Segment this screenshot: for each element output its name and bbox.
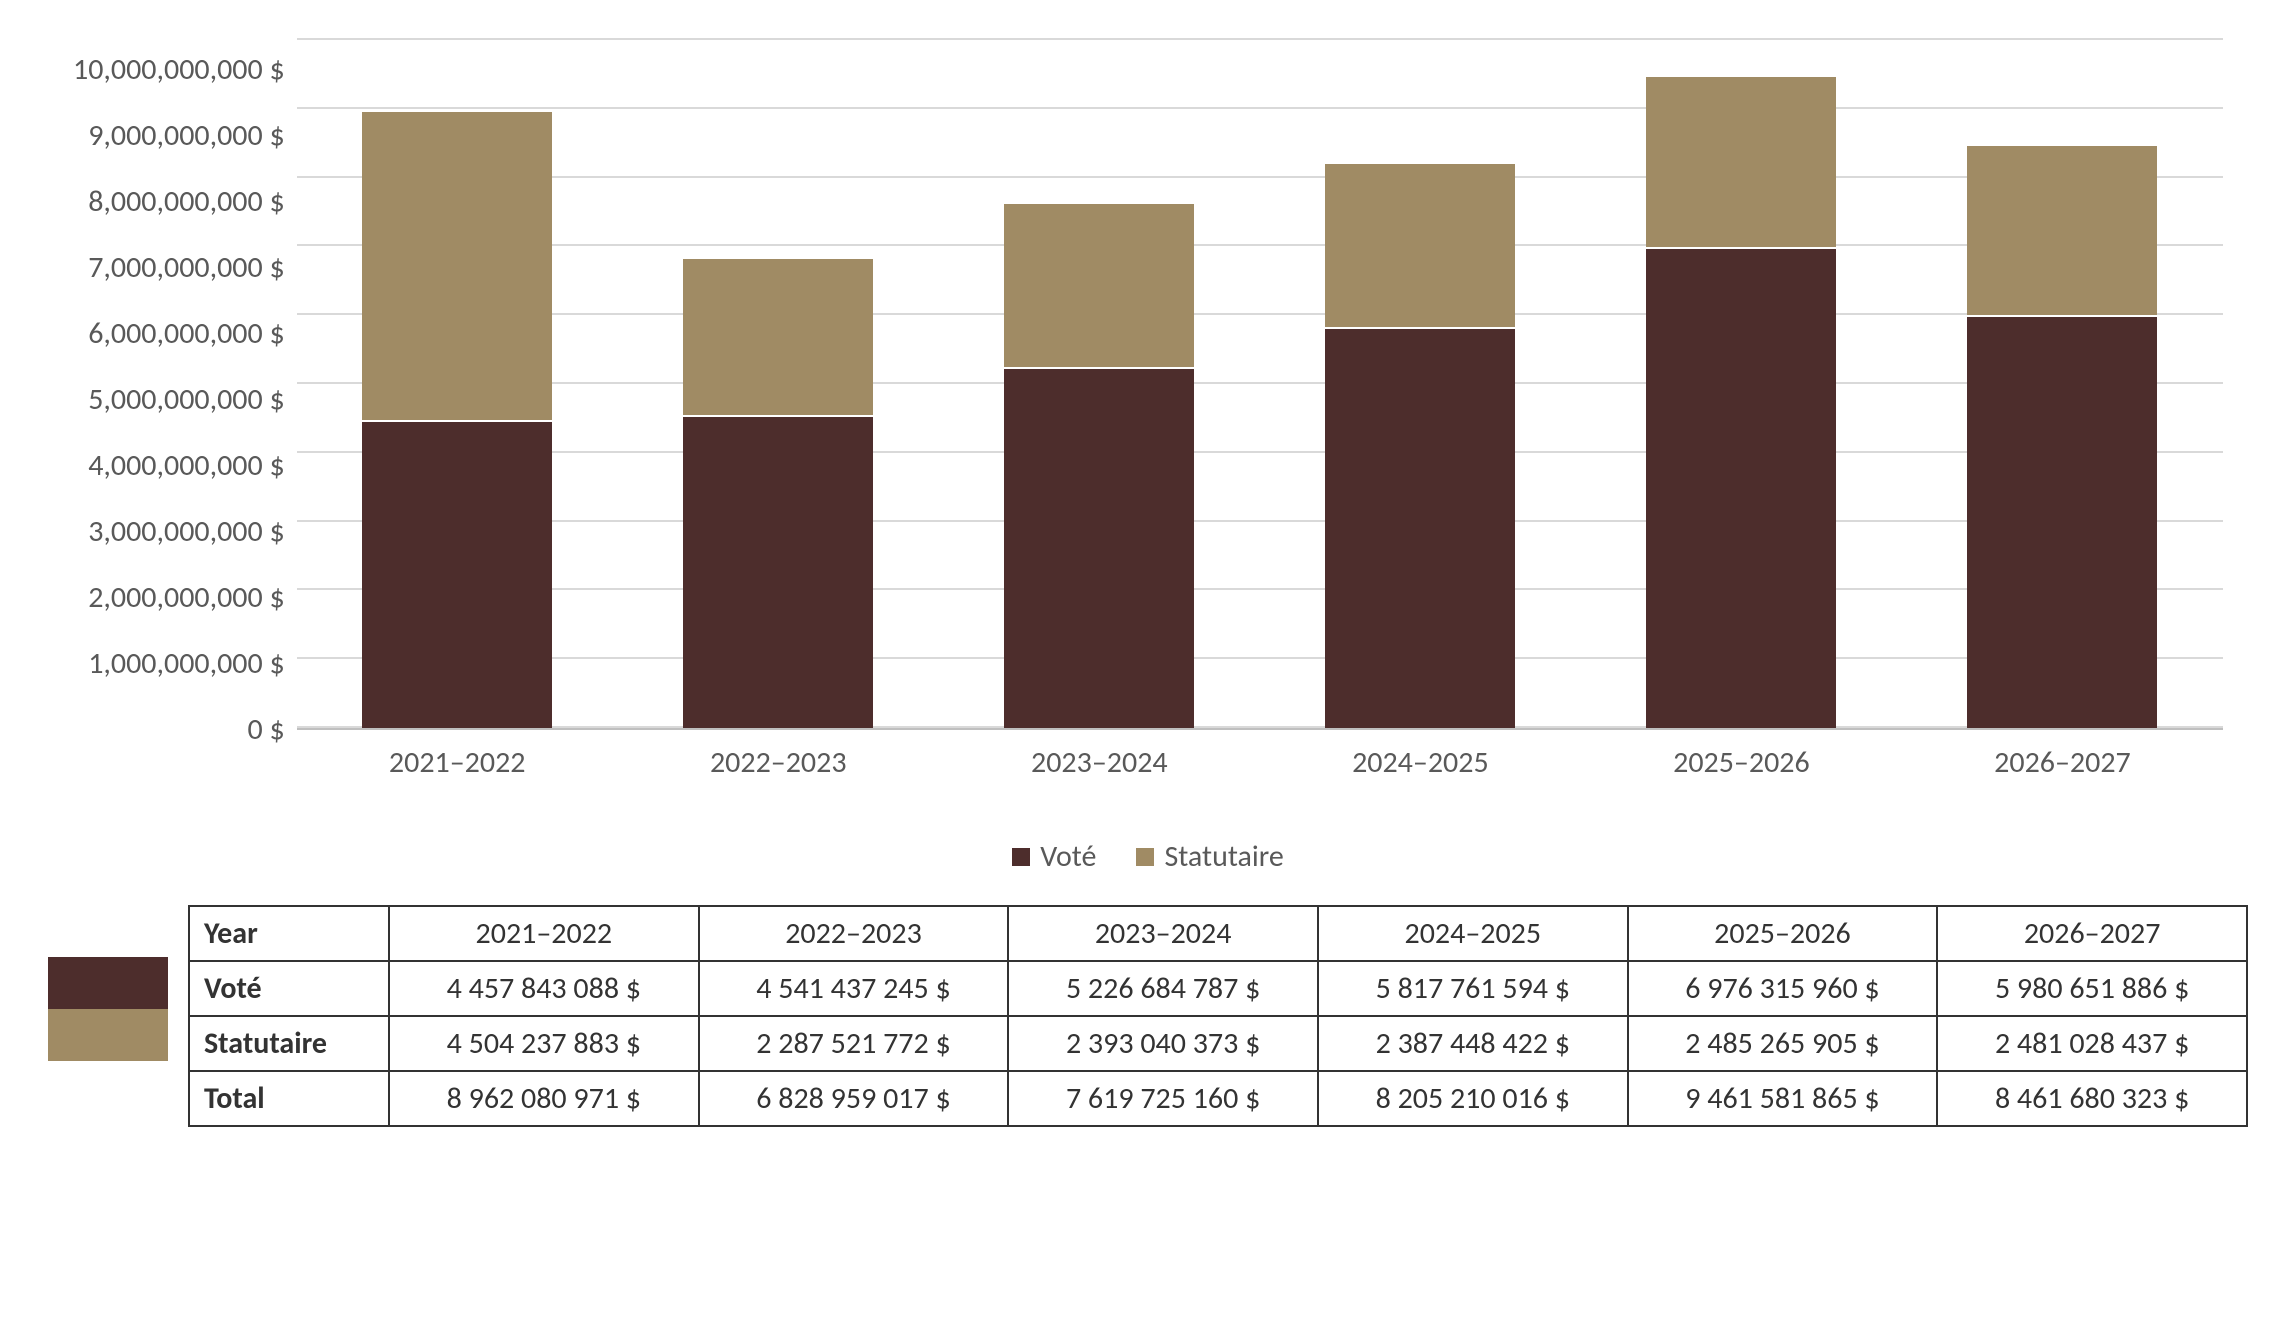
table-cell: 2 287 521 772 $: [699, 1016, 1009, 1071]
table-row: Voté4 457 843 088 $4 541 437 245 $5 226 …: [189, 961, 2247, 1016]
table-cell: 2 485 265 905 $: [1628, 1016, 1938, 1071]
bar-segment: [1004, 202, 1194, 367]
table-column-header: 2022–2023: [699, 906, 1009, 961]
y-axis: 10,000,000,000 $ 9,000,000,000 $ 8,000,000…: [73, 40, 297, 730]
x-tick-label: 2026–2027: [1967, 744, 2157, 781]
bar-segment: [362, 110, 552, 421]
table-column-header: 2025–2026: [1628, 906, 1938, 961]
table-cell: 9 461 581 865 $: [1628, 1071, 1938, 1126]
y-tick-label: 10,000,000,000 $: [73, 55, 285, 85]
table-header-row: Year2021–20222022–20232023–20242024–2025…: [189, 906, 2247, 961]
table-row-label: Statutaire: [189, 1016, 389, 1071]
x-axis: 2021–2022 2022–2023 2023–2024 2024–2025 2025…: [297, 730, 2223, 781]
legend-label: Statutaire: [1164, 838, 1283, 875]
table-cell: 6 828 959 017 $: [699, 1071, 1009, 1126]
row-swatch: [48, 1009, 168, 1061]
chart-area: 10,000,000,000 $ 9,000,000,000 $ 8,000,000…: [73, 40, 2223, 820]
table-cell: 8 461 680 323 $: [1937, 1071, 2247, 1126]
row-swatches: [48, 905, 188, 1127]
table-column-header: 2024–2025: [1318, 906, 1628, 961]
table-row: Statutaire4 504 237 883 $2 287 521 772 $…: [189, 1016, 2247, 1071]
table-cell: 2 387 448 422 $: [1318, 1016, 1628, 1071]
table-header-year: Year: [189, 906, 389, 961]
row-swatch-spacer: [48, 905, 188, 957]
table-cell: 8 962 080 971 $: [389, 1071, 699, 1126]
table-cell: 5 980 651 886 $: [1937, 961, 2247, 1016]
table-cell: 5 817 761 594 $: [1318, 961, 1628, 1016]
bar-segment: [362, 420, 552, 728]
table-cell: 6 976 315 960 $: [1628, 961, 1938, 1016]
legend: Voté Statutaire: [73, 820, 2223, 905]
y-tick-label: 0 $: [248, 715, 285, 745]
bar-group: [362, 110, 552, 728]
bar-segment: [1004, 367, 1194, 728]
table-cell: 4 541 437 245 $: [699, 961, 1009, 1016]
legend-swatch: [1012, 848, 1030, 866]
bar-segment: [683, 415, 873, 728]
bar-group: [683, 257, 873, 728]
bar-group: [1967, 144, 2157, 728]
y-tick-label: 3,000,000,000 $: [88, 517, 285, 547]
table-cell: 2 481 028 437 $: [1937, 1016, 2247, 1071]
table-row: Total8 962 080 971 $6 828 959 017 $7 619…: [189, 1071, 2247, 1126]
table-column-header: 2026–2027: [1937, 906, 2247, 961]
table-cell: 4 457 843 088 $: [389, 961, 699, 1016]
y-tick-label: 8,000,000,000 $: [88, 187, 285, 217]
y-tick-label: 6,000,000,000 $: [88, 319, 285, 349]
bar-segment: [1325, 327, 1515, 728]
x-tick-label: 2025–2026: [1646, 744, 1836, 781]
bar-segment: [1967, 144, 2157, 315]
x-tick-label: 2023–2024: [1004, 744, 1194, 781]
table-cell: 5 226 684 787 $: [1008, 961, 1318, 1016]
spending-chart: 10,000,000,000 $ 9,000,000,000 $ 8,000,000…: [73, 40, 2223, 905]
bar-group: [1325, 162, 1515, 728]
bar-group: [1646, 75, 1836, 728]
data-table: Year2021–20222022–20232023–20242024–2025…: [188, 905, 2248, 1127]
table-cell: 7 619 725 160 $: [1008, 1071, 1318, 1126]
y-tick-label: 2,000,000,000 $: [88, 583, 285, 613]
data-table-wrap: Year2021–20222022–20232023–20242024–2025…: [48, 905, 2248, 1127]
bar-segment: [1325, 162, 1515, 327]
table-row-label: Total: [189, 1071, 389, 1126]
table-column-header: 2023–2024: [1008, 906, 1318, 961]
table-cell: 2 393 040 373 $: [1008, 1016, 1318, 1071]
bar-segment: [683, 257, 873, 415]
table-cell: 4 504 237 883 $: [389, 1016, 699, 1071]
plot-area: [297, 40, 2223, 730]
x-tick-label: 2022–2023: [683, 744, 873, 781]
legend-label: Voté: [1040, 838, 1096, 875]
bars-container: [297, 40, 2223, 728]
row-swatch: [48, 957, 168, 1009]
legend-item: Voté: [1012, 838, 1096, 875]
y-tick-label: 7,000,000,000 $: [88, 253, 285, 283]
x-tick-label: 2021–2022: [362, 744, 552, 781]
bar-segment: [1967, 315, 2157, 728]
x-tick-label: 2024–2025: [1325, 744, 1515, 781]
y-tick-label: 5,000,000,000 $: [88, 385, 285, 415]
bar-segment: [1646, 247, 1836, 728]
table-cell: 8 205 210 016 $: [1318, 1071, 1628, 1126]
row-swatch: [48, 1061, 168, 1113]
y-tick-label: 9,000,000,000 $: [88, 121, 285, 151]
y-tick-label: 1,000,000,000 $: [88, 649, 285, 679]
legend-item: Statutaire: [1136, 838, 1283, 875]
legend-swatch: [1136, 848, 1154, 866]
table-column-header: 2021–2022: [389, 906, 699, 961]
table-row-label: Voté: [189, 961, 389, 1016]
bar-segment: [1646, 75, 1836, 246]
y-tick-label: 4,000,000,000 $: [88, 451, 285, 481]
bar-group: [1004, 202, 1194, 728]
